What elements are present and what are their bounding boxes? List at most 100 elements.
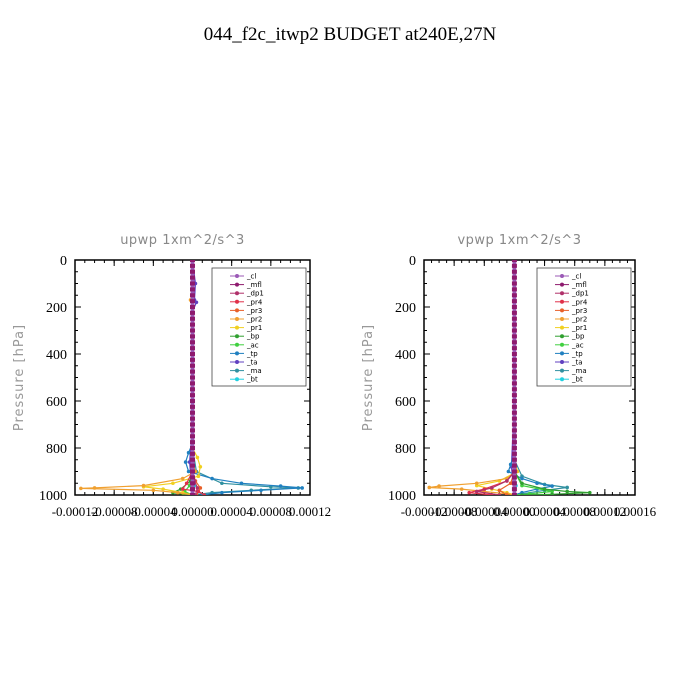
legend-label: _dp1 [571, 290, 589, 298]
data-point-ma [565, 485, 569, 490]
data-point-dp1 [490, 486, 494, 490]
data-point-mfl [190, 275, 195, 280]
figure-title: 044_f2c_itwp2 BUDGET at240E,27N [204, 24, 497, 45]
legend-marker [235, 342, 239, 347]
data-point-mfl [511, 481, 517, 486]
data-point-pr2 [141, 483, 146, 488]
legend-marker [560, 308, 564, 313]
legend-label: _pr1 [246, 324, 262, 332]
data-point-pr2 [474, 481, 479, 486]
x-tick-label: -0.00008 [431, 504, 478, 519]
data-point-mfl [190, 446, 195, 450]
legend: _cl_mfl_dp1_pr4_pr3_pr2_pr1_bp_ac_tp_ta_… [211, 267, 307, 387]
legend-marker [560, 368, 564, 373]
data-point-mfl [511, 269, 517, 274]
data-point-mfl [511, 281, 517, 286]
data-point-tp [520, 476, 524, 481]
data-point-mfl [190, 387, 195, 392]
data-point-mfl [190, 416, 195, 421]
data-point-pr4 [180, 487, 185, 491]
data-point-mfl [190, 346, 195, 351]
data-point-mfl [511, 357, 517, 362]
y-tick-label: 400 [395, 348, 416, 363]
legend-marker [560, 342, 564, 347]
data-point-mfl [190, 328, 195, 333]
data-point-mfl [190, 281, 195, 286]
y-tick-label: 0 [60, 254, 67, 269]
data-point-mfl [190, 475, 195, 480]
legend-label: _pr3 [246, 307, 262, 315]
legend-marker [235, 291, 239, 296]
data-point-mfl [511, 410, 517, 415]
data-point-dp1 [474, 489, 479, 494]
data-point-mfl [190, 299, 195, 304]
x-tick-label: 0.00012 [289, 504, 331, 519]
data-point-bp [550, 492, 554, 495]
data-point-tp [506, 469, 511, 474]
legend-label: _bt [571, 376, 583, 384]
data-point-mfl [190, 399, 195, 403]
data-point-mfl [511, 475, 517, 480]
legend-label: _ma [571, 367, 587, 375]
x-tick-label: 0.00016 [614, 504, 657, 519]
data-point-mfl [511, 310, 517, 315]
legend-marker [560, 360, 564, 364]
legend-box [211, 267, 307, 387]
legend-marker [235, 334, 239, 339]
legend-label: _tp [571, 350, 583, 358]
legend-marker [235, 377, 239, 382]
data-point-mfl [190, 410, 195, 415]
x-tick-label: 0.00008 [554, 504, 596, 519]
data-point-pr1 [198, 465, 203, 469]
data-point-bp [520, 481, 524, 486]
data-point-bp [520, 493, 524, 495]
y-tick-label: 1000 [39, 489, 67, 504]
legend-label: _pr4 [246, 298, 263, 306]
legend-label: _pr2 [571, 316, 587, 324]
data-point-pr3 [508, 481, 513, 486]
data-point-mfl [190, 440, 195, 445]
data-point-tp [210, 476, 214, 481]
y-tick-label: 200 [46, 301, 67, 316]
data-point-mfl [511, 422, 517, 427]
legend-marker [235, 360, 239, 364]
x-tick-label: 0.00000 [171, 504, 213, 519]
data-point-mfl [511, 369, 517, 374]
data-point-mfl [511, 493, 517, 495]
data-point-ma [220, 481, 224, 486]
x-tick-label: -0.00012 [52, 504, 99, 519]
data-point-mfl [511, 451, 517, 456]
legend-marker [235, 368, 239, 373]
data-point-pr2 [151, 488, 156, 493]
data-point-mfl [190, 422, 195, 427]
data-point-tp [220, 490, 224, 495]
legend-label: _bp [571, 333, 585, 341]
data-point-tp [535, 481, 539, 486]
data-point-bp [542, 487, 547, 491]
data-point-pr2 [176, 490, 180, 495]
data-point-mfl [511, 322, 517, 327]
y-tick-label: 800 [395, 442, 416, 457]
data-point-pr2 [79, 486, 83, 491]
data-point-pr2 [92, 486, 97, 490]
y-tick-label: 800 [46, 442, 67, 457]
data-point-pr2 [437, 484, 441, 488]
data-point-mfl [190, 334, 195, 339]
y-tick-label: 0 [409, 254, 416, 269]
data-point-ta [194, 300, 199, 305]
data-point-mfl [511, 457, 517, 462]
data-point-mfl [511, 440, 517, 445]
y-axis-label: Pressure [hPa] [361, 324, 376, 431]
legend-marker [560, 299, 564, 304]
data-point-mfl [511, 469, 517, 474]
legend-label: _mfl [571, 281, 587, 289]
data-point-mfl [190, 287, 195, 292]
series-group [79, 260, 304, 495]
data-point-mfl [190, 293, 195, 298]
data-point-mfl [190, 457, 195, 462]
panel-title: vpwp 1xm^2/s^3 [457, 233, 581, 248]
data-point-mfl [190, 434, 195, 439]
data-point-mfl [511, 293, 517, 298]
data-point-mfl [511, 299, 517, 304]
